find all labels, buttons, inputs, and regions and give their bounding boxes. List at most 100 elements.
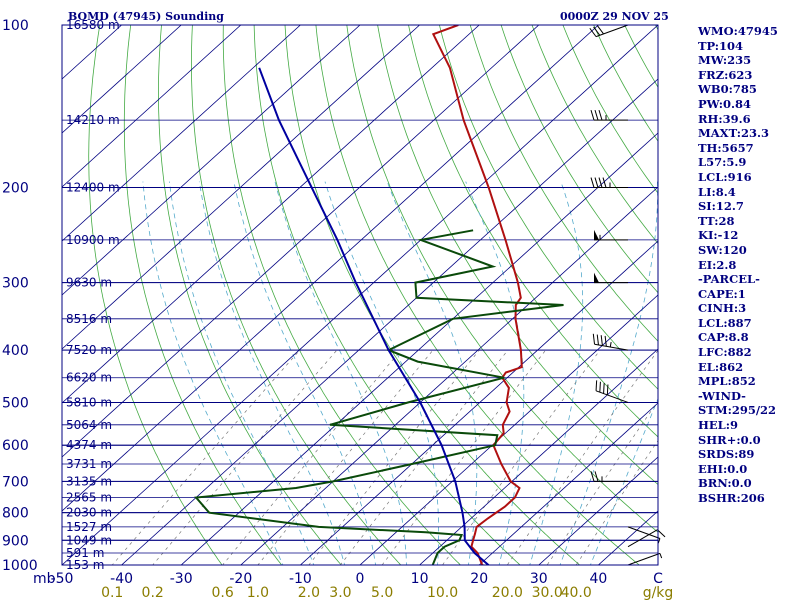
index-row: L57:5.9 <box>698 155 747 170</box>
moist-adiabat <box>386 181 478 565</box>
wind-barb-feather <box>590 177 595 188</box>
wind-barb-feather <box>589 27 597 37</box>
isotherm <box>62 25 361 296</box>
wind-barb-staff <box>595 390 629 403</box>
height-label: 9630 m <box>66 276 112 290</box>
wind-barb-feather <box>596 334 599 345</box>
isotherm <box>121 78 658 565</box>
dry-adiabat <box>253 25 521 565</box>
index-row: EHI:0.0 <box>698 461 748 476</box>
wind-barb <box>589 24 629 38</box>
index-row: TH:5657 <box>698 140 754 155</box>
height-label: 12400 m <box>66 181 120 195</box>
height-label: 3135 m <box>66 474 112 488</box>
index-row: PW:0.84 <box>698 96 752 111</box>
temperature-tick-label: 30 <box>530 571 548 587</box>
mixing-ratio-label: 3.0 <box>329 585 351 600</box>
mixing-ratio-line <box>152 349 338 565</box>
wind-barb-staff <box>627 552 661 566</box>
height-label: 6620 m <box>66 371 112 385</box>
isotherm <box>419 348 658 565</box>
pressure-label: 900 <box>2 533 29 549</box>
index-row: WB0:785 <box>698 82 757 97</box>
mixing-ratio-label: 0.1 <box>101 585 123 600</box>
wind-barb-feather <box>594 471 599 482</box>
index-row: MW:235 <box>698 53 752 68</box>
wind-barb-feather <box>595 380 598 391</box>
index-row: TT:28 <box>698 213 735 228</box>
mixing-ratio-line <box>575 439 658 565</box>
mixing-ratio-label: 2.0 <box>298 585 320 600</box>
height-label: 8516 m <box>66 312 112 326</box>
height-label: 5810 m <box>66 395 112 409</box>
pressure-label: 700 <box>2 474 29 490</box>
wind-barb-feather <box>599 381 601 393</box>
index-row: LFC:882 <box>698 345 752 360</box>
isotherm <box>359 294 658 565</box>
dry-adiabat <box>469 25 658 342</box>
dewpoint-line <box>194 229 564 565</box>
moist-adiabat <box>529 181 584 565</box>
wind-barb-feather <box>602 177 607 188</box>
wind-barb-feather <box>604 335 607 347</box>
temperature-tick-label: -30 <box>170 571 193 587</box>
pressure-label: 300 <box>2 276 29 292</box>
wind-barb <box>595 380 629 403</box>
index-row: WMO:47945 <box>698 24 778 38</box>
height-label: 5064 m <box>66 418 112 432</box>
wind-barb-feather <box>590 471 595 482</box>
mixing-ratio-line <box>442 349 601 565</box>
wind-barb-feather <box>593 26 601 36</box>
height-label: 14210 m <box>66 113 120 127</box>
height-label: 2030 m <box>66 506 112 520</box>
pressure-label: 500 <box>2 395 29 411</box>
isotherm <box>478 402 658 565</box>
wind-barb-half-feather <box>657 538 661 544</box>
pressure-label: 400 <box>2 343 29 359</box>
mixing-ratio-line <box>506 349 658 565</box>
isotherm <box>62 25 63 26</box>
moist-adiabat <box>274 181 408 565</box>
mixing-ratio-line <box>111 349 301 565</box>
isotherm <box>62 25 540 458</box>
index-row: BRN:0.0 <box>698 476 752 491</box>
dry-adiabat <box>222 25 461 565</box>
height-label: 2565 m <box>66 491 112 505</box>
wind-barb-feather <box>657 529 666 538</box>
wind-barb-half-feather <box>659 553 663 559</box>
height-label: 1527 m <box>66 520 112 534</box>
dry-adiabat <box>123 25 283 565</box>
wind-barb <box>594 272 628 284</box>
moist-adiabat <box>465 181 525 565</box>
wind-barb <box>627 552 663 566</box>
isotherm <box>538 456 658 565</box>
mixing-ratio-label: 40.0 <box>561 585 592 600</box>
temperature-tick-label: -40 <box>110 571 133 587</box>
moist-adiabat <box>559 181 658 565</box>
wind-barb-staff <box>627 529 658 548</box>
moist-adiabat <box>589 397 658 565</box>
dry-adiabat <box>284 25 581 565</box>
wind-barb-feather <box>603 383 605 394</box>
temperature-tick-label: 20 <box>470 571 488 587</box>
plot-frame <box>61 24 659 566</box>
index-row: SI:12.7 <box>698 199 744 214</box>
index-row: EI:2.8 <box>698 257 737 272</box>
temperature-tick-label: 10 <box>411 571 429 587</box>
index-row: HEL:9 <box>698 418 738 433</box>
height-label: 591 m <box>66 546 104 560</box>
dry-adiabat <box>315 25 640 565</box>
mixing-ratio-label: 20.0 <box>492 585 523 600</box>
isotherm <box>62 25 301 242</box>
mixing-ratio-label: 10.0 <box>427 585 458 600</box>
height-label: 4374 m <box>66 438 112 452</box>
dry-adiabat <box>191 25 402 565</box>
mixing-ratio-line <box>257 349 434 565</box>
wind-barb-half-feather <box>609 341 612 348</box>
wind-barb-feather <box>596 25 604 35</box>
mixing-ratio-line <box>381 349 546 565</box>
index-row: MPL:852 <box>698 374 756 389</box>
wind-barb <box>590 471 628 482</box>
height-label: 7520 m <box>66 343 112 357</box>
temperature-tick-label: C <box>653 571 663 587</box>
